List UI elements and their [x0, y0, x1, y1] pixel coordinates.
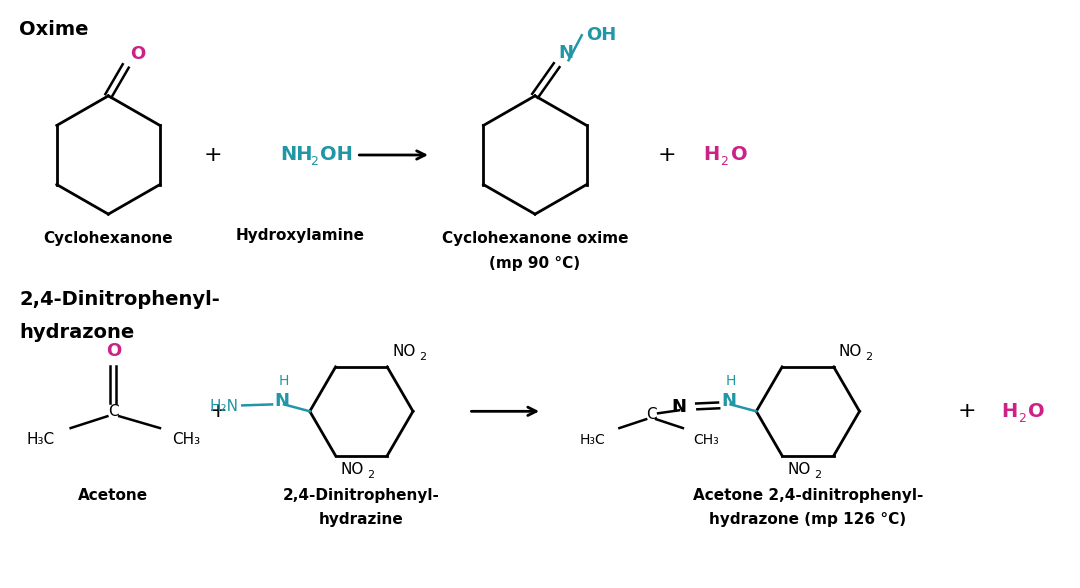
Text: O: O	[1028, 402, 1044, 421]
Text: NO: NO	[392, 343, 416, 359]
Text: H: H	[704, 145, 720, 165]
Text: CH₃: CH₃	[692, 433, 718, 447]
Text: Acetone 2,4-dinitrophenyl-: Acetone 2,4-dinitrophenyl-	[692, 487, 923, 503]
Text: 2: 2	[310, 155, 318, 168]
Text: +: +	[957, 402, 976, 422]
Text: OH: OH	[320, 145, 352, 165]
Text: 2,4-Dinitrophenyl-: 2,4-Dinitrophenyl-	[283, 487, 440, 503]
Text: O: O	[106, 342, 121, 360]
Text: N: N	[721, 392, 737, 410]
Text: H: H	[279, 373, 289, 387]
Text: N: N	[558, 44, 573, 62]
Text: hydrazone (mp 126 °C): hydrazone (mp 126 °C)	[710, 512, 906, 527]
Text: Acetone: Acetone	[78, 487, 148, 503]
Text: +: +	[208, 402, 227, 422]
Text: O: O	[730, 145, 747, 165]
Text: H: H	[1001, 402, 1017, 421]
Text: N: N	[672, 399, 687, 416]
Text: hydrazine: hydrazine	[319, 512, 404, 527]
Text: 2: 2	[720, 155, 729, 168]
Text: H: H	[726, 373, 735, 387]
Text: CH₃: CH₃	[172, 432, 200, 447]
Text: NO: NO	[839, 343, 862, 359]
Text: hydrazone: hydrazone	[19, 323, 134, 342]
Text: C: C	[108, 404, 119, 419]
Text: N: N	[274, 392, 289, 410]
Text: 2: 2	[419, 352, 427, 362]
Text: NO: NO	[787, 462, 810, 477]
Text: +: +	[203, 145, 221, 165]
Text: (mp 90 °C): (mp 90 °C)	[489, 256, 581, 271]
Text: 2: 2	[1018, 412, 1026, 425]
Text: H₃C: H₃C	[580, 433, 606, 447]
Text: 2: 2	[865, 352, 873, 362]
Text: NH: NH	[280, 145, 312, 165]
Text: Oxime: Oxime	[19, 20, 89, 39]
Text: Cyclohexanone: Cyclohexanone	[43, 231, 173, 246]
Text: 2: 2	[814, 470, 821, 480]
Text: NO: NO	[340, 462, 364, 477]
Text: C: C	[646, 407, 657, 422]
Text: 2,4-Dinitrophenyl-: 2,4-Dinitrophenyl-	[19, 290, 220, 309]
Text: Cyclohexanone oxime: Cyclohexanone oxime	[442, 231, 629, 246]
Text: OH: OH	[585, 26, 616, 44]
Text: O: O	[130, 45, 145, 63]
Text: Hydroxylamine: Hydroxylamine	[235, 228, 364, 243]
Text: H₂N: H₂N	[210, 399, 239, 414]
Text: 2: 2	[367, 470, 375, 480]
Text: H₃C: H₃C	[27, 432, 55, 447]
Text: +: +	[658, 145, 676, 165]
